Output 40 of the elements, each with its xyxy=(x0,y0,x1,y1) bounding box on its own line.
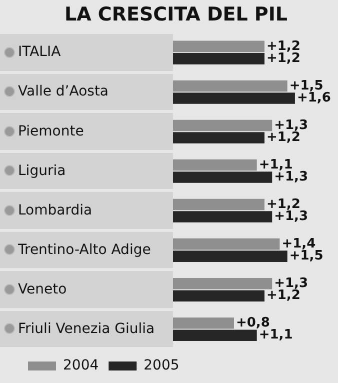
y-tick-label: Valle d’Aosta xyxy=(18,84,109,100)
data-label: +1,1 xyxy=(258,328,293,343)
data-label: +0,8 xyxy=(236,315,270,330)
data-label: +1,2 xyxy=(266,38,300,54)
bar xyxy=(173,120,272,132)
bar xyxy=(173,53,264,64)
bar xyxy=(173,159,257,171)
data-label: +1,3 xyxy=(274,209,308,224)
data-label: +1,6 xyxy=(296,90,331,106)
data-label: +1,3 xyxy=(274,118,308,133)
bar xyxy=(173,198,264,210)
data-label: +1,4 xyxy=(282,236,316,252)
data-label: +1,2 xyxy=(266,51,300,66)
legend-label: 2004 xyxy=(63,358,99,374)
data-label: +1,5 xyxy=(289,78,324,94)
data-label: +1,2 xyxy=(266,196,300,212)
y-tick-label: Lombardia xyxy=(18,202,92,218)
bar xyxy=(173,172,272,183)
data-label: +1,2 xyxy=(266,288,300,304)
bar xyxy=(173,330,257,341)
bar xyxy=(173,132,264,144)
chart-title: LA CRESCITA DEL PIL xyxy=(64,3,288,26)
bar xyxy=(173,317,234,329)
y-tick-label: Veneto xyxy=(18,281,67,298)
data-label: +1,3 xyxy=(274,276,308,291)
bar xyxy=(173,290,264,302)
data-label: +1,5 xyxy=(289,248,324,264)
bar xyxy=(173,211,272,222)
y-tick-label: Trentino-Alto Adige xyxy=(17,242,151,258)
data-label: +1,1 xyxy=(258,157,293,172)
bar xyxy=(173,278,272,290)
bar xyxy=(173,238,280,250)
y-tick-label: Liguria xyxy=(18,162,66,179)
data-label: +1,3 xyxy=(274,170,308,185)
data-label: +1,2 xyxy=(266,130,300,146)
y-tick-label: Piemonte xyxy=(18,123,84,140)
y-tick-label: ITALIA xyxy=(18,44,62,60)
bar xyxy=(173,40,264,52)
legend-label: 2005 xyxy=(144,358,180,374)
y-tick-label: Friuli Venezia Giulia xyxy=(18,320,155,337)
